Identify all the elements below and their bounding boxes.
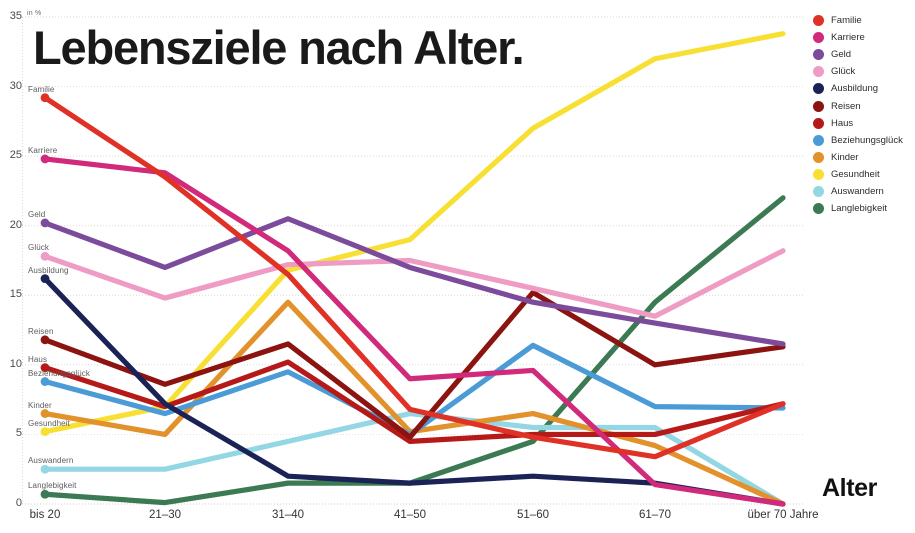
legend-item[interactable]: Reisen <box>813 97 915 114</box>
series-start-marker <box>40 363 50 373</box>
legend-color-dot-icon <box>813 185 824 197</box>
legend-color-dot-icon <box>813 203 824 215</box>
y-tick-label: 20 <box>9 218 22 231</box>
x-tick-label: 31–40 <box>272 509 304 521</box>
inline-series-label: Beziehungsglück <box>28 368 90 378</box>
legend-item-label: Kinder <box>831 151 859 163</box>
inline-series-label: Familie <box>28 84 55 94</box>
inline-series-label: Auswandern <box>28 456 74 466</box>
inline-series-label: Haus <box>28 354 48 364</box>
legend-item-label: Geld <box>831 49 852 61</box>
series-line-beziehungsgl-ck <box>42 342 786 438</box>
series-line-auswandern <box>42 410 786 507</box>
series-line-gesundheit <box>42 31 786 435</box>
series-line-familie <box>42 95 786 460</box>
x-tick-label: 61–70 <box>639 509 671 521</box>
legend-item-label: Ausbildung <box>831 83 879 95</box>
legend-item[interactable]: Glück <box>813 63 915 80</box>
series-start-marker <box>40 335 50 345</box>
series-start-marker <box>40 274 50 283</box>
inline-series-label: Geld <box>28 209 46 219</box>
legend-item[interactable]: Gesundheit <box>813 166 915 183</box>
legend-color-dot-icon <box>813 66 824 78</box>
series-start-marker <box>40 251 50 261</box>
legend-color-dot-icon <box>813 83 824 95</box>
y-axis-unit-label: in % <box>27 10 42 17</box>
legend-item-label: Gesundheit <box>831 168 880 180</box>
legend-color-dot-icon <box>813 15 824 27</box>
inline-series-label: Langlebigkeit <box>28 481 77 491</box>
legend-item[interactable]: Geld <box>813 46 915 63</box>
legend-item-label: Glück <box>831 66 856 78</box>
inline-series-label: Glück <box>28 243 49 253</box>
legend-item-label: Reisen <box>831 100 861 112</box>
x-axis-title: Alter <box>822 474 877 502</box>
series-start-marker <box>40 218 50 228</box>
series-start-marker <box>40 154 50 164</box>
legend-item[interactable]: Auswandern <box>813 183 915 200</box>
series-start-marker <box>40 464 50 474</box>
series-line-geld <box>42 216 786 347</box>
legend-item-label: Haus <box>831 117 854 129</box>
inline-series-label: Reisen <box>28 326 54 336</box>
inline-series-label: Karriere <box>28 145 58 155</box>
y-tick-label: 15 <box>9 288 22 301</box>
legend-item[interactable]: Kinder <box>813 149 915 166</box>
x-tick-label: 41–50 <box>394 509 426 521</box>
legend-color-dot-icon <box>813 100 824 112</box>
y-tick-label: 25 <box>9 149 22 162</box>
legend-item-label: Langlebigkeit <box>831 203 887 215</box>
legend-item-label: Beziehungsglück <box>831 134 903 146</box>
legend-color-dot-icon <box>813 168 824 180</box>
legend-item[interactable]: Beziehungsglück <box>813 132 915 149</box>
x-tick-label: 51–60 <box>517 509 549 521</box>
legend-item-label: Karriere <box>831 32 865 44</box>
legend-item-label: Auswandern <box>831 185 884 197</box>
inline-series-label: Ausbildung <box>28 265 69 275</box>
legend-item[interactable]: Karriere <box>813 29 915 46</box>
series-line-reisen <box>42 289 786 440</box>
legend-color-dot-icon <box>813 32 824 44</box>
legend-color-dot-icon <box>813 117 824 129</box>
inline-series-label: Kinder <box>28 400 52 410</box>
legend-color-dot-icon <box>813 49 824 61</box>
legend-item[interactable]: Ausbildung <box>813 80 915 97</box>
y-tick-label: 35 <box>9 10 22 22</box>
legend-item[interactable]: Haus <box>813 115 915 132</box>
y-tick-label: 0 <box>15 497 22 509</box>
inline-series-label: Gesundheit <box>28 418 70 428</box>
legend: Familie Karriere Geld Glück Ausbildung Reisen… <box>813 12 915 217</box>
series-line-gl-ck <box>42 248 786 319</box>
series-start-marker <box>40 489 50 499</box>
series-start-marker <box>40 427 50 437</box>
legend-item-label: Familie <box>831 15 862 27</box>
x-tick-label: 21–30 <box>149 509 181 521</box>
page-title: Lebensziele nach Alter. <box>33 21 525 74</box>
series-line-langlebigkeit <box>42 195 786 506</box>
y-tick-label: 10 <box>9 357 22 370</box>
series-start-marker <box>40 377 50 386</box>
x-tick-label: über 70 Jahre <box>747 509 819 521</box>
series-line-karriere <box>42 156 786 507</box>
y-tick-label: 30 <box>9 79 22 92</box>
legend-item[interactable]: Langlebigkeit <box>813 200 915 217</box>
series-start-marker <box>40 93 50 103</box>
legend-color-dot-icon <box>813 134 824 146</box>
y-axis: 0 5 10 15 20 25 30 35 <box>0 0 22 533</box>
legend-color-dot-icon <box>813 151 824 163</box>
legend-item[interactable]: Familie <box>813 12 915 29</box>
series-start-marker <box>40 409 50 418</box>
y-tick-label: 5 <box>15 427 22 440</box>
x-tick-label: bis 20 <box>29 509 61 521</box>
